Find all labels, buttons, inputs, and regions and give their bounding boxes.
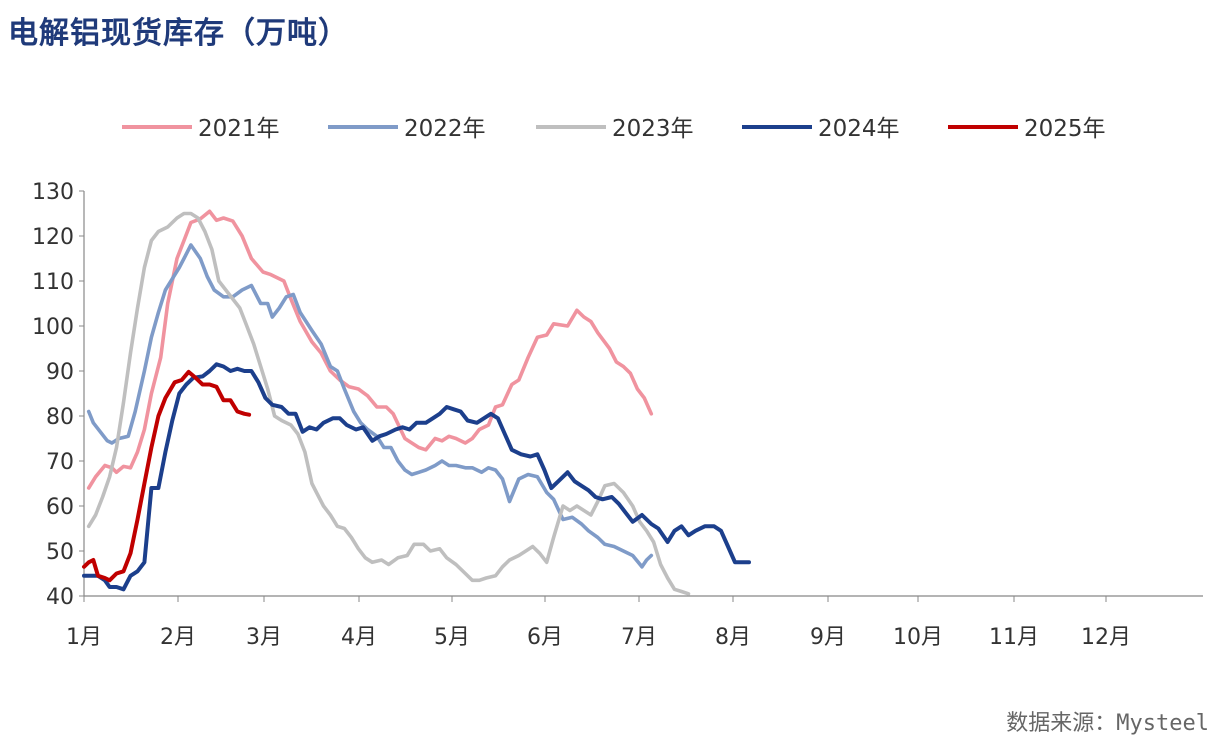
y-tick-label: 40: [46, 585, 74, 610]
data-source: 数据来源：Mysteel: [1006, 711, 1209, 736]
series-line-2024年: [82, 362, 751, 592]
x-tick-label: 1月: [66, 625, 102, 650]
y-tick-label: 110: [32, 270, 74, 295]
x-tick-label: 10月: [893, 625, 943, 650]
x-tick-label: 6月: [527, 625, 563, 650]
x-tick-label: 4月: [341, 625, 377, 650]
series-line-2021年: [86, 209, 654, 490]
y-tick-label: 120: [32, 225, 74, 250]
x-tick-label: 3月: [246, 625, 282, 650]
x-tick-label: 7月: [621, 625, 657, 650]
y-tick-label: 60: [46, 495, 74, 520]
legend-label: 2021年: [198, 116, 280, 142]
y-tick-label: 100: [32, 315, 74, 340]
legend-label: 2025年: [1024, 116, 1106, 142]
chart-title: 电解铝现货库存（万吨）: [8, 16, 349, 51]
x-tick-label: 2月: [160, 625, 196, 650]
x-tick-label: 12月: [1081, 625, 1131, 650]
x-tick-label: 11月: [989, 625, 1039, 650]
y-tick-label: 130: [32, 180, 74, 205]
y-tick-label: 50: [46, 540, 74, 565]
series-line-2022年: [86, 243, 654, 569]
y-tick-label: 90: [46, 360, 74, 385]
series-line-2025年: [82, 369, 252, 583]
y-tick-label: 80: [46, 405, 74, 430]
legend: 2021年 2022年 2023年 2024年 2025年: [122, 116, 1106, 142]
legend-label: 2022年: [404, 116, 486, 142]
series-layer: [82, 209, 751, 596]
y-tick-label: 70: [46, 450, 74, 475]
x-tick-label: 9月: [810, 625, 846, 650]
legend-label: 2024年: [818, 116, 900, 142]
x-tick-label: 5月: [434, 625, 470, 650]
x-tick-label: 8月: [715, 625, 751, 650]
series-line-2023年: [86, 211, 691, 596]
legend-label: 2023年: [612, 116, 694, 142]
axes: 40 50 60 70 80 90 100 110 120 130 1月 2月 3月 4月 5月 6月 7月 8月…: [32, 180, 1203, 650]
